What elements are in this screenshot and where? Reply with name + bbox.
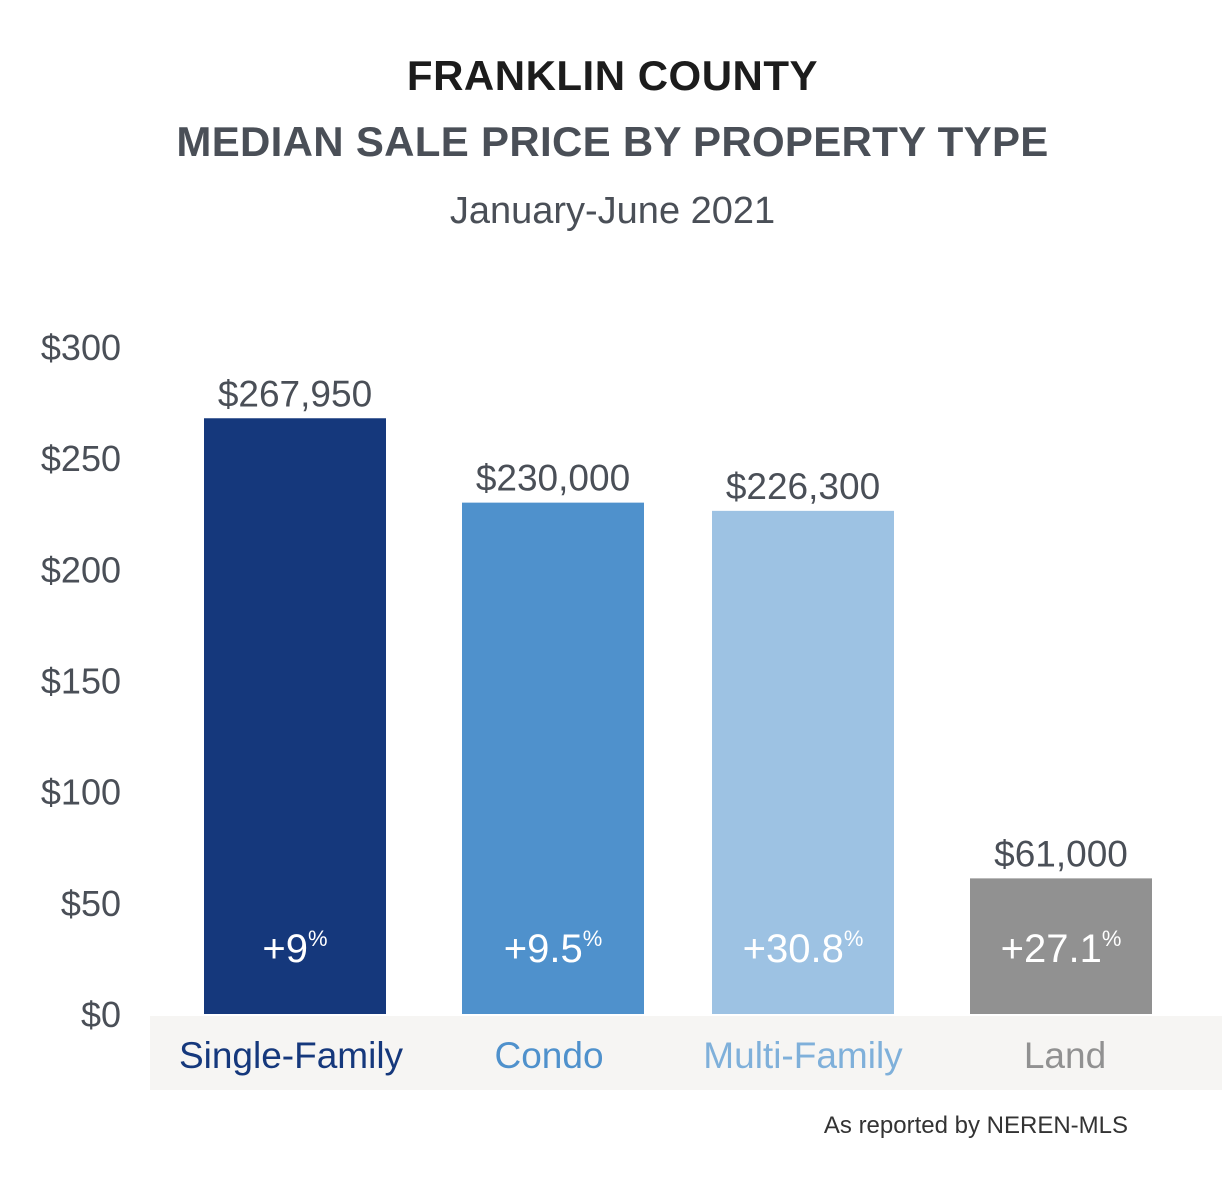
y-tick-label: $300 — [41, 327, 121, 368]
y-tick-label: $200 — [41, 549, 121, 590]
bar-value-label: $61,000 — [994, 833, 1128, 874]
bar-single-family — [204, 418, 386, 1015]
bar-condo — [462, 502, 644, 1014]
y-tick-label: $100 — [41, 772, 121, 813]
category-axis-band — [150, 1016, 1222, 1090]
y-tick-label: $0 — [81, 994, 121, 1035]
bar-change-label: +9.5% — [504, 926, 603, 971]
y-tick-label: $50 — [61, 883, 121, 924]
category-label: Condo — [494, 1035, 603, 1076]
bar-multi-family — [712, 510, 894, 1014]
y-axis: $0 $50 $100 $150 $200 $250 $300 — [41, 327, 121, 1035]
bar-value-label: $230,000 — [476, 458, 630, 499]
chart-subtitle: January-June 2021 — [449, 190, 776, 232]
bar-value-label: $267,950 — [218, 373, 372, 414]
y-tick-label: $250 — [41, 438, 121, 479]
bar-change-label: +27.1% — [1001, 926, 1122, 971]
chart-title-line2: MEDIAN SALE PRICE BY PROPERTY TYPE — [176, 118, 1049, 165]
bar-change-label: +30.8% — [743, 926, 864, 971]
y-tick-label: $150 — [41, 661, 121, 702]
bars: $267,950 +9% Single-Family $230,000 +9.5% Con… — [179, 373, 1152, 1076]
chart-title-line1: FRANKLIN COUNTY — [406, 52, 819, 99]
bar-value-label: $226,300 — [726, 466, 880, 507]
source-note: As reported by NEREN-MLS — [823, 1112, 1128, 1139]
category-label: Multi-Family — [703, 1035, 903, 1076]
bar-land — [970, 878, 1152, 1014]
bar-change-label: +9% — [262, 926, 327, 971]
category-label: Land — [1024, 1035, 1106, 1076]
category-label: Single-Family — [179, 1035, 404, 1076]
